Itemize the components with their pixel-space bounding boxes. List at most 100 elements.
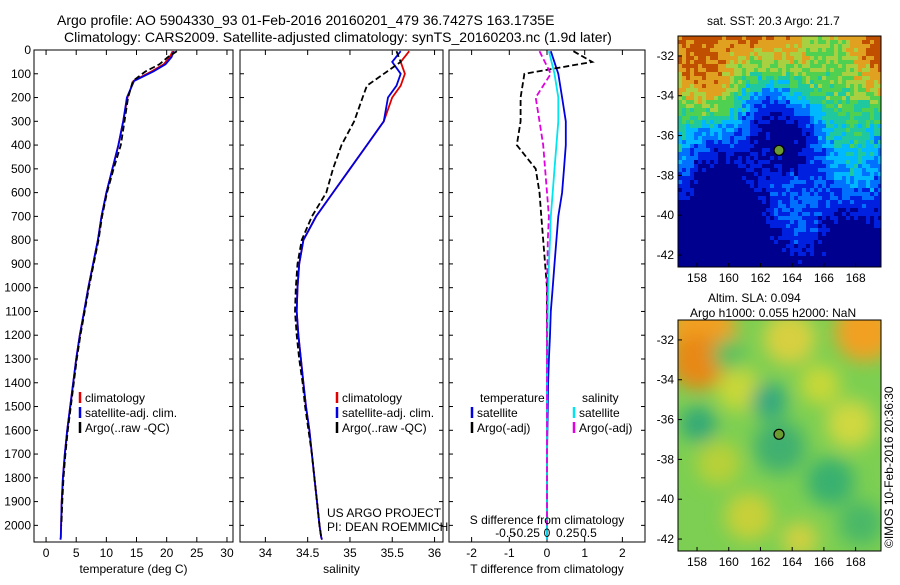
x-tick-label: 30 [220, 546, 234, 560]
y-tick-label: 1600 [4, 423, 31, 437]
x-tick-label: 25 [190, 546, 204, 560]
x-axis-label: T difference from climatology [470, 562, 624, 576]
argo-float-marker [773, 144, 785, 156]
x-tick-label: 1 [581, 546, 588, 560]
legend-label: Argo(-adj) [579, 421, 632, 435]
temperature-panel: 0 5 10 15 20 25 300100200300400500600700800900… [4, 43, 234, 576]
lon-tick-label: 168 [846, 271, 866, 285]
imos-credit: ©IMOS 10-Feb-2016 20:36:30 [882, 386, 896, 548]
lon-tick-label: 164 [782, 555, 802, 569]
lat-tick-label: -38 [657, 452, 675, 466]
y-tick-label: 700 [11, 209, 31, 223]
pi-credit: PI: DEAN ROEMMICH [327, 520, 448, 534]
lon-tick-label: 168 [846, 555, 866, 569]
x-tick-label: 34 [259, 546, 273, 560]
y-tick-label: 1100 [5, 304, 31, 318]
x-tick-label: 35.5 [381, 546, 405, 560]
legend-label: satellite [477, 406, 518, 420]
y-tick-label: 900 [11, 257, 31, 271]
x-tick-label: -2 [466, 546, 477, 560]
project-credit: US ARGO PROJECT [327, 506, 442, 520]
plot-frame [239, 49, 444, 543]
x-tick-label: 0 [544, 546, 551, 560]
lat-tick-label: -32 [657, 333, 675, 347]
lon-tick-label: 160 [719, 271, 739, 285]
x-tick-label: 36 [428, 546, 442, 560]
y-tick-label: 2000 [4, 518, 31, 532]
x-tick-label: 34.5 [296, 546, 320, 560]
x-tick-label: 5 [73, 546, 80, 560]
salinity-panel: 34 34.5 35 35.5 36 salinity climatologysatelli… [239, 49, 444, 576]
lat-tick-label: -34 [657, 373, 675, 387]
y-tick-label: 0 [24, 43, 31, 57]
legend-label: Argo(..raw -QC) [85, 421, 170, 435]
sst-map: 158 160 162 164 166 168 -32 -34 -36 -38 -40 -42 [657, 35, 882, 285]
plot-frame [33, 49, 234, 543]
x-tick-label: -1 [504, 546, 515, 560]
argo-float-marker [773, 428, 785, 440]
lon-tick-label: 158 [687, 271, 707, 285]
top-axis-label: S difference from climatology [470, 513, 625, 527]
y-tick-label: 1500 [4, 400, 31, 414]
y-tick-label: 500 [11, 162, 31, 176]
top-tick-label: -0.25 [513, 526, 541, 540]
header-line2: Climatology: CARS2009. Satellite-adjuste… [64, 29, 612, 45]
y-tick-label: 1300 [4, 352, 31, 366]
lat-tick-label: -32 [657, 49, 675, 63]
lon-tick-label: 166 [814, 271, 834, 285]
top-tick-label: 0.5 [580, 526, 597, 540]
map-frame [677, 35, 882, 268]
lat-tick-label: -42 [657, 532, 675, 546]
legend-label: satellite-adj. clim. [342, 406, 434, 420]
sla-map-title2: Argo h1000: 0.055 h2000: NaN [690, 306, 856, 320]
legend-label: satellite [579, 406, 620, 420]
series-line-satellite [546, 50, 567, 540]
y-tick-label: 1000 [4, 281, 31, 295]
series-line-argo-raw-qc- [60, 50, 178, 526]
series-line-climatology [59, 50, 174, 540]
x-tick-label: 35 [343, 546, 357, 560]
top-tick-label: -0.5 [495, 526, 516, 540]
legend-heading: salinity [582, 391, 619, 405]
header-line1: Argo profile: AO 5904330_93 01-Feb-2016 … [57, 12, 554, 28]
lon-tick-label: 162 [750, 271, 770, 285]
y-tick-label: 200 [11, 91, 31, 105]
x-tick-label: 0 [43, 546, 50, 560]
y-tick-label: 1800 [4, 471, 31, 485]
x-tick-label: 10 [100, 546, 114, 560]
lat-tick-label: -40 [657, 208, 675, 222]
y-tick-label: 1700 [4, 447, 31, 461]
lat-tick-label: -42 [657, 248, 675, 262]
sla-map: 158 160 162 164 166 168 -32 -34 -36 -38 -40 -42 [657, 319, 882, 569]
x-tick-label: 20 [160, 546, 174, 560]
series-line-argo-adj- [515, 50, 595, 526]
lon-tick-label: 158 [687, 555, 707, 569]
y-tick-label: 800 [11, 233, 31, 247]
lon-tick-label: 164 [782, 271, 802, 285]
y-tick-label: 300 [11, 114, 31, 128]
series-line-argo-raw-qc- [294, 50, 402, 538]
series-line-satellite-adj-clim- [59, 50, 175, 540]
lat-tick-label: -34 [657, 89, 675, 103]
difference-panel: -2 -1 0 1 2 T difference from climatology -0.5… [448, 49, 646, 576]
lon-tick-label: 160 [719, 555, 739, 569]
y-tick-label: 600 [11, 186, 31, 200]
top-tick-label: 0.25 [556, 526, 580, 540]
map-frame [677, 319, 882, 552]
map-raster [678, 320, 881, 551]
series-line-satellite-adj-clim- [295, 50, 402, 540]
legend-label: climatology [342, 391, 402, 405]
y-tick-label: 1200 [4, 328, 31, 342]
map-raster [678, 36, 881, 267]
lat-tick-label: -36 [657, 413, 675, 427]
lat-tick-label: -38 [657, 168, 675, 182]
x-tick-label: 2 [619, 546, 626, 560]
y-tick-label: 1400 [4, 376, 31, 390]
lon-tick-label: 162 [750, 555, 770, 569]
x-tick-label: 15 [130, 546, 144, 560]
sla-map-title1: Altim. SLA: 0.094 [708, 291, 801, 305]
x-axis-label: salinity [323, 562, 360, 576]
y-tick-label: 1900 [4, 495, 31, 509]
x-axis-label: temperature (deg C) [79, 562, 187, 576]
